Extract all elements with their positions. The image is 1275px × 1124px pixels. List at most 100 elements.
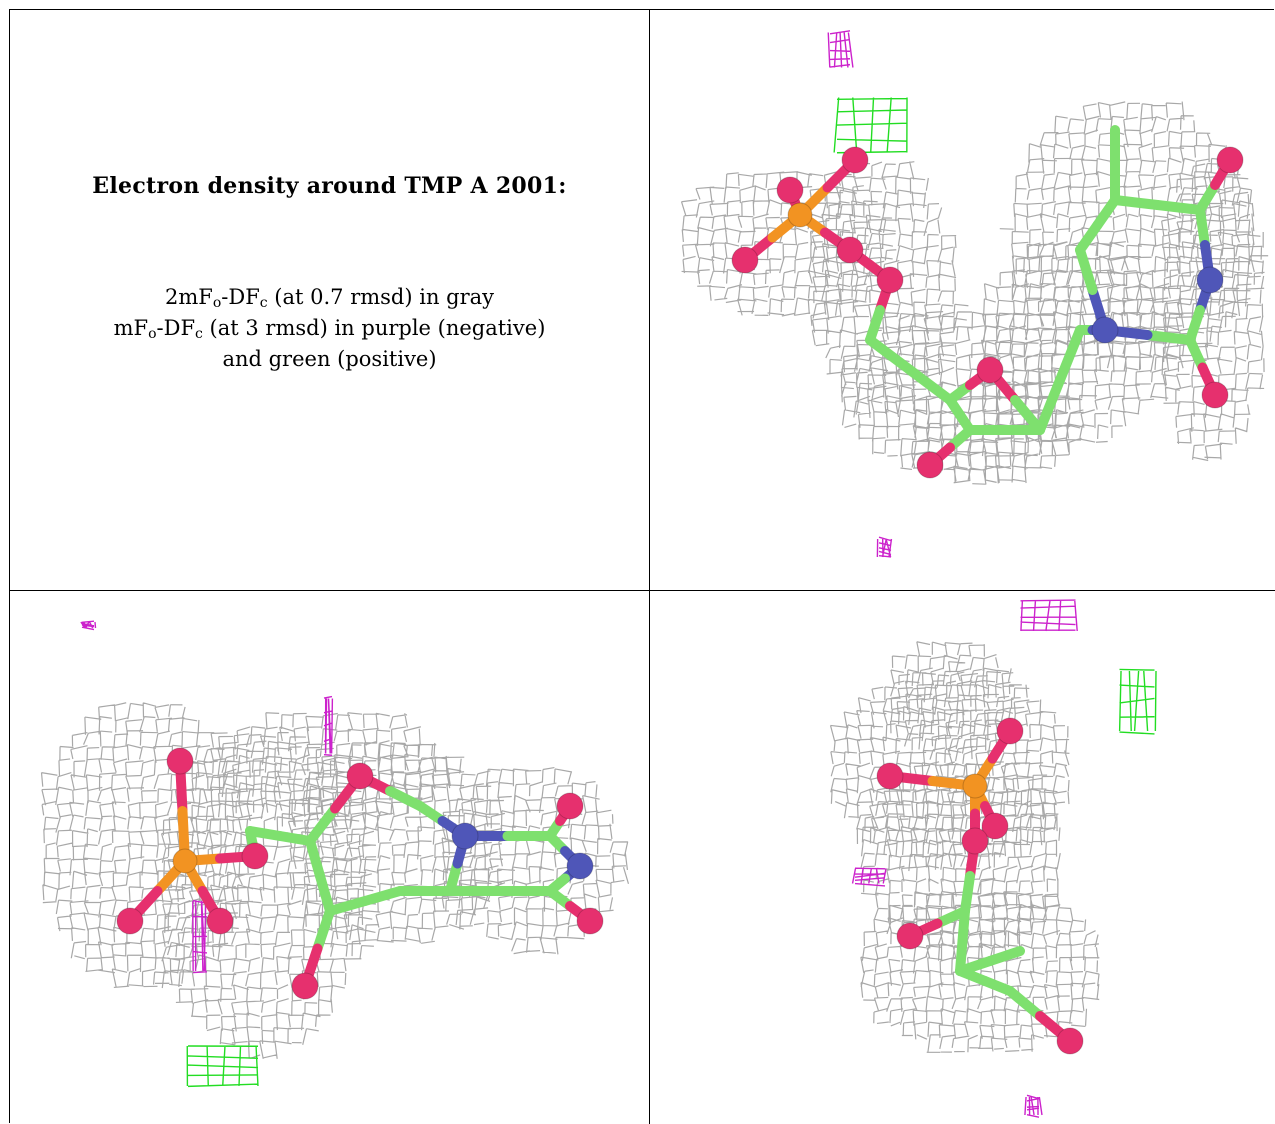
oxygen-atom [836, 236, 864, 264]
figure-grid: Electron density around TMP A 2001: 2mFo… [9, 9, 1275, 1124]
density-render-3 [829, 599, 1157, 1118]
positive-density-mesh [1118, 668, 1157, 735]
phosphorus-atom [962, 773, 988, 799]
mesh-lines [1118, 668, 1157, 735]
bond [955, 956, 995, 976]
mesh-lines [827, 30, 854, 68]
bond [1055, 325, 1085, 385]
vertical-divider [649, 10, 650, 1124]
caption-sub: o [212, 295, 222, 311]
oxygen-atom [116, 907, 144, 935]
bond [957, 906, 970, 946]
oxygen-atom [1201, 381, 1229, 409]
oxygen-atom [241, 842, 269, 870]
negative-density-mesh [851, 867, 887, 887]
mesh-lines [680, 101, 1269, 485]
oxygen-atom [731, 246, 759, 274]
caption-line-colors: and green (positive) [222, 347, 437, 371]
bond [1142, 330, 1195, 345]
caption-text: -DF [221, 285, 260, 309]
density-mesh-2fofc [829, 641, 1100, 1053]
bond [1075, 220, 1103, 255]
oxygen-atom [776, 176, 804, 204]
mesh-lines [829, 641, 1100, 1053]
caption-text: -DF [156, 316, 196, 340]
oxygen-atom [876, 762, 904, 790]
bond [1005, 986, 1045, 1021]
bond [1185, 335, 1208, 373]
phosphorus-atom [172, 848, 198, 874]
bond [245, 826, 285, 841]
oxygen-atom [996, 717, 1024, 745]
density-mesh-2fofc [40, 702, 630, 1060]
bond [325, 896, 370, 916]
density-view-top-right [650, 10, 1274, 590]
positive-density-mesh [186, 1045, 259, 1088]
oxygen-atom [576, 907, 604, 935]
negative-density-mesh [876, 536, 893, 558]
oxygen-atom [1216, 146, 1244, 174]
bond [1110, 195, 1163, 210]
density-view-bottom-left [10, 591, 649, 1124]
caption-sub: c [259, 295, 268, 311]
bond [360, 886, 405, 906]
oxygen-atom [916, 451, 944, 479]
ligand-atoms [876, 717, 1084, 1055]
caption-lines: 2mFo-DFc (at 0.7 rmsd) in gray mFo-DFc (… [10, 282, 649, 375]
bond [1035, 375, 1065, 435]
caption-sub: c [195, 326, 203, 342]
oxygen-atom [961, 827, 989, 855]
bond [315, 871, 335, 916]
negative-density-mesh [1020, 599, 1078, 632]
negative-density-mesh [827, 30, 854, 68]
bond [1195, 205, 1210, 250]
bond [1185, 305, 1205, 345]
horizontal-divider [10, 590, 1275, 591]
bond [960, 871, 975, 916]
density-mesh-2fofc [680, 101, 1269, 485]
bond [865, 335, 915, 375]
nitrogen-atom [1091, 316, 1119, 344]
positive-density-mesh [833, 97, 908, 154]
bond [305, 836, 325, 881]
caption-text: (at 0.7 rmsd) in gray [267, 285, 495, 309]
caption-line-fofc: mFo-DFc (at 3 rmsd) in purple (negative) [10, 313, 649, 344]
caption-cell: Electron density around TMP A 2001: 2mFo… [10, 10, 649, 590]
mesh-lines [40, 702, 630, 1060]
mesh-lines [851, 867, 887, 887]
caption-sub: o [148, 326, 157, 342]
bond [1075, 245, 1098, 295]
caption-text: (at 3 rmsd) in purple (negative) [202, 316, 546, 340]
caption-text: 2mF [164, 285, 213, 309]
oxygen-atom [841, 146, 869, 174]
mesh-lines [192, 899, 208, 974]
bond [275, 831, 315, 846]
bond [1152, 200, 1205, 215]
mesh-lines [876, 536, 893, 558]
ligand-atoms [116, 747, 604, 1000]
nitrogen-atom [566, 852, 594, 880]
negative-density-mesh [80, 620, 97, 631]
bond [985, 946, 1025, 966]
oxygen-atom [896, 922, 924, 950]
bond [865, 305, 885, 345]
caption-line-2fofc: 2mFo-DFc (at 0.7 rmsd) in gray [10, 282, 649, 313]
oxygen-atom [556, 792, 584, 820]
mesh-lines [80, 620, 97, 631]
oxygen-atom [206, 907, 234, 935]
nitrogen-atom [1196, 266, 1224, 294]
mesh-lines [1020, 599, 1078, 632]
negative-density-mesh [1024, 1094, 1043, 1118]
ligand-bonds [885, 726, 1075, 1046]
bond [312, 906, 335, 954]
oxygen-atom [166, 747, 194, 775]
caption-title: Electron density around TMP A 2001: [92, 173, 567, 199]
mesh-lines [186, 1045, 259, 1088]
oxygen-atom [1056, 1027, 1084, 1055]
ligand-atoms [731, 146, 1244, 479]
oxygen-atom [976, 356, 1004, 384]
oxygen-atom [291, 972, 319, 1000]
bond [905, 365, 955, 405]
density-render-2 [40, 620, 630, 1088]
nitrogen-atom [451, 822, 479, 850]
